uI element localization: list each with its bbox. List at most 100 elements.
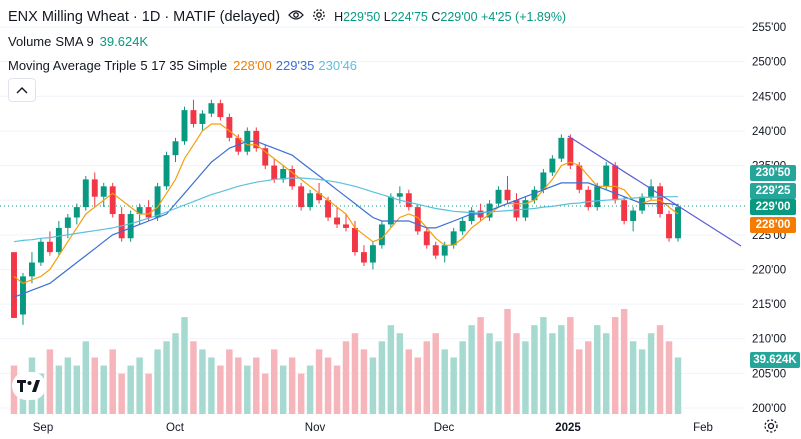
symbol-legend[interactable]: ENX Milling Wheat · 1D · MATIF (delayed)… <box>8 8 566 26</box>
candle <box>504 175 511 204</box>
volume-bar <box>576 349 583 414</box>
volume-bar <box>244 365 251 414</box>
volume-bar <box>549 333 556 414</box>
volume-bar <box>262 373 269 414</box>
volume-bar <box>235 357 242 414</box>
volume-bar <box>118 373 125 414</box>
volume-bar <box>665 341 673 414</box>
ma-mid-value: 229'35 <box>275 58 315 73</box>
candle <box>630 207 637 232</box>
candle <box>118 207 125 242</box>
volume-bar <box>387 325 395 414</box>
volume-badge: 39.624K <box>750 352 800 368</box>
volume-bar <box>567 317 574 414</box>
volume-legend[interactable]: Volume SMA 9 39.624K <box>8 34 148 49</box>
volume-bar <box>522 341 529 414</box>
candle <box>414 203 421 235</box>
candle <box>208 99 215 118</box>
price-tick-label: 215'00 <box>752 299 786 311</box>
volume-bar <box>396 333 404 414</box>
close-label: C <box>431 10 441 24</box>
candle <box>432 241 439 260</box>
candle <box>172 137 179 163</box>
symbol-title[interactable]: ENX Milling Wheat · 1D · MATIF (delayed) <box>8 9 281 25</box>
volume-bar <box>127 365 134 414</box>
candle <box>82 175 89 211</box>
price-tick-label: 200'00 <box>752 403 786 415</box>
candle <box>28 252 35 284</box>
time-axis[interactable]: Sep Oct Nov Dec 2025 Feb <box>33 422 713 434</box>
volume-bar <box>378 341 386 414</box>
candle <box>163 151 170 190</box>
volume-bar <box>531 325 538 414</box>
candle <box>253 127 260 152</box>
volume-bar <box>288 357 296 414</box>
candle <box>100 182 107 208</box>
ma-fast-value: 228'00 <box>233 58 272 73</box>
candle <box>378 220 385 249</box>
time-tick-label: 2025 <box>555 422 581 434</box>
volume-param: SMA 9 <box>55 34 94 49</box>
collapse-legend-button[interactable] <box>8 78 36 102</box>
candle <box>55 220 62 256</box>
volume-bar <box>629 341 637 414</box>
volume-bar <box>620 309 628 414</box>
time-tick-label: Oct <box>166 422 185 434</box>
candle <box>513 193 520 221</box>
volume-bar <box>190 341 197 414</box>
candle <box>675 203 681 242</box>
candle <box>181 106 188 145</box>
volume-bar <box>333 365 341 414</box>
tradingview-logo-icon[interactable] <box>12 372 46 400</box>
volume-bar <box>674 357 682 414</box>
volume-bar <box>199 349 206 414</box>
candle <box>154 182 161 221</box>
candle <box>648 179 655 201</box>
volume-bar <box>351 333 359 414</box>
candle <box>468 207 475 225</box>
settings-gear-icon[interactable] <box>763 418 779 439</box>
volume-bar <box>656 325 664 414</box>
candle <box>405 189 412 211</box>
candle <box>127 210 134 242</box>
price-tick-label: 245'00 <box>752 91 786 103</box>
volume-value: 39.624K <box>99 34 149 49</box>
ma-params: 5 17 35 Simple <box>140 58 228 73</box>
volume-bar <box>109 349 116 414</box>
candle <box>262 144 269 170</box>
candlesticks <box>11 99 681 325</box>
volume-bar <box>181 317 188 414</box>
volume-bar <box>405 349 413 414</box>
volume-bar <box>163 341 170 414</box>
volume-bar <box>468 325 475 414</box>
eye-icon[interactable] <box>288 9 304 25</box>
volume-bar <box>432 333 439 414</box>
volume-bar <box>82 341 90 414</box>
candle <box>459 217 466 235</box>
volume-bar <box>504 309 511 414</box>
volume-bar <box>64 357 72 414</box>
trend-line[interactable] <box>567 135 742 247</box>
volume-bar <box>315 349 323 414</box>
time-tick-label: Feb <box>693 422 713 434</box>
candle <box>298 182 305 211</box>
change-value: +4'25 (+1.89%) <box>481 10 567 24</box>
candle <box>603 162 610 190</box>
candle <box>567 134 574 170</box>
candle <box>585 186 592 211</box>
candle <box>280 165 287 183</box>
ohlc-values: H229'50 L224'75 C229'00 +4'25 (+1.89%) <box>334 10 566 24</box>
gear-icon[interactable] <box>312 8 326 26</box>
candle <box>226 113 233 142</box>
candle <box>11 252 17 318</box>
high-value: 229'50 <box>343 10 381 24</box>
candle <box>594 182 601 211</box>
ma-legend[interactable]: Moving Average Triple 5 17 35 Simple 228… <box>8 58 357 73</box>
price-tick-label: 205'00 <box>752 368 786 380</box>
volume-bar <box>253 357 260 414</box>
candle <box>73 203 80 225</box>
ma-name: Moving Average Triple <box>8 58 137 73</box>
volume-bar <box>513 333 520 414</box>
candle <box>495 186 502 208</box>
